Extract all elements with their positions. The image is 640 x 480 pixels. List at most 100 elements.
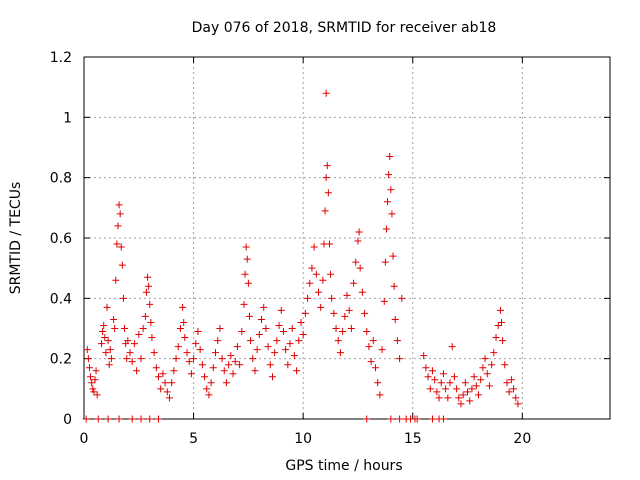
data-point	[174, 343, 182, 351]
data-point	[332, 325, 340, 332]
data-point	[514, 400, 522, 408]
data-point	[275, 321, 283, 329]
data-point	[376, 391, 384, 399]
data-point	[222, 379, 230, 387]
axis-ticks	[83, 56, 610, 420]
data-point	[453, 385, 461, 393]
chart-title: Day 076 of 2018, SRMTID for receiver ab1…	[192, 20, 497, 36]
data-point	[181, 334, 189, 342]
data-point	[444, 394, 452, 402]
data-point	[510, 385, 518, 393]
data-point	[155, 415, 163, 423]
y-axis-label: SRMTID / TECUs	[8, 182, 24, 295]
data-point	[334, 337, 342, 345]
data-point	[133, 367, 141, 375]
data-point	[304, 294, 312, 302]
data-point	[396, 415, 404, 423]
data-point	[389, 252, 397, 260]
data-point	[227, 352, 235, 360]
data-point	[384, 198, 392, 206]
data-point	[435, 394, 443, 402]
data-point	[503, 379, 511, 387]
data-point	[137, 355, 145, 363]
data-point	[343, 291, 351, 299]
data-point	[345, 306, 353, 314]
data-point	[350, 279, 358, 287]
data-point	[290, 352, 298, 360]
data-point	[328, 294, 336, 302]
data-point	[118, 261, 126, 269]
data-point	[317, 303, 325, 311]
data-point	[312, 270, 320, 278]
data-point	[159, 370, 167, 378]
plot-frame	[83, 56, 611, 420]
data-point	[88, 379, 96, 387]
x-tick-label: 5	[189, 431, 198, 447]
data-point	[141, 312, 149, 320]
data-point	[396, 355, 404, 363]
data-point	[123, 355, 131, 363]
data-point	[363, 415, 371, 423]
data-point	[273, 337, 281, 345]
data-point	[258, 315, 266, 323]
data-point	[180, 318, 188, 326]
data-point	[231, 358, 239, 366]
data-point	[107, 355, 115, 363]
data-point	[148, 334, 156, 342]
data-point	[286, 340, 294, 348]
data-point	[341, 312, 349, 320]
data-point	[378, 346, 386, 354]
data-point	[358, 288, 366, 296]
data-point	[431, 376, 439, 384]
data-point	[293, 367, 301, 375]
y-tick-label: 0.6	[50, 231, 72, 247]
x-tick-label: 0	[80, 431, 89, 447]
data-point	[90, 388, 98, 396]
data-point	[198, 361, 206, 369]
data-point	[325, 240, 333, 248]
data-point	[428, 367, 436, 375]
data-point	[319, 276, 327, 284]
data-point	[165, 394, 173, 402]
data-point	[205, 391, 213, 399]
data-point	[470, 373, 478, 381]
data-point	[242, 243, 250, 251]
data-point	[152, 364, 160, 372]
data-point	[207, 379, 215, 387]
data-point	[216, 325, 224, 332]
data-point	[83, 346, 91, 354]
data-point	[212, 349, 219, 357]
data-point	[494, 321, 502, 329]
data-point	[98, 340, 106, 348]
data-point	[244, 279, 252, 287]
y-tick-label: 0.2	[50, 352, 72, 368]
data-point	[104, 337, 112, 345]
data-point	[382, 225, 390, 233]
y-tick-label: 1	[63, 110, 72, 126]
data-point	[308, 264, 316, 272]
data-point	[390, 282, 398, 290]
y-tick-label: 1.2	[50, 50, 72, 66]
data-point	[168, 379, 176, 387]
data-point	[89, 385, 97, 393]
data-point	[505, 388, 513, 396]
data-point	[144, 273, 152, 281]
data-point	[183, 349, 191, 357]
data-point	[479, 364, 487, 372]
data-point	[94, 415, 102, 423]
data-point	[367, 358, 375, 366]
x-tick-label: 15	[404, 431, 422, 447]
data-point	[176, 325, 184, 332]
data-point	[388, 210, 396, 218]
y-tick-label: 0.8	[50, 171, 72, 187]
data-point	[196, 346, 204, 354]
data-point	[450, 373, 458, 381]
data-point	[284, 361, 292, 369]
data-point	[422, 364, 430, 372]
data-point	[413, 415, 421, 423]
data-point	[137, 415, 145, 423]
data-point	[194, 328, 202, 336]
data-point	[437, 379, 445, 387]
data-point	[128, 358, 136, 366]
